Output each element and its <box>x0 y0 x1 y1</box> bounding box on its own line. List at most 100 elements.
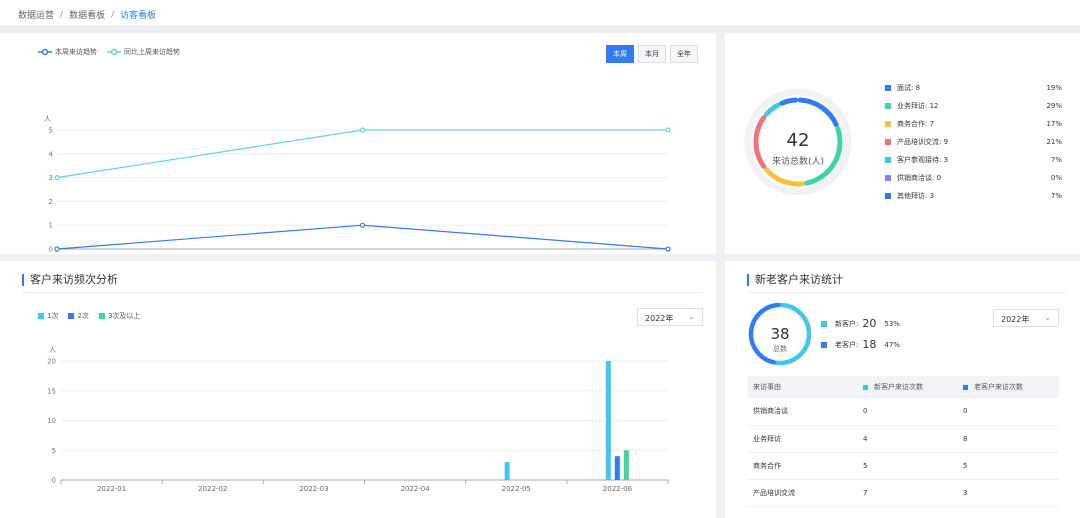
column-header-reason: 来访事由 <box>747 376 857 398</box>
y-tick-label: 0 <box>49 246 53 254</box>
legend-swatch <box>821 341 827 348</box>
table-cell: 业务拜访 <box>747 425 857 453</box>
visit-reason-pct: 19% <box>1046 84 1062 92</box>
legend-item-previous-week[interactable]: 同比上周来访趋势 <box>107 47 180 57</box>
data-point[interactable] <box>665 127 671 133</box>
frequency-title: 客户来访频次分析 <box>22 274 118 286</box>
legend-item-three-plus[interactable]: 3次及以上 <box>98 311 141 321</box>
legend-item-twice[interactable]: 2次 <box>68 311 89 321</box>
y-tick-label: 2 <box>49 198 53 206</box>
data-point[interactable] <box>665 246 671 252</box>
bar[interactable] <box>605 361 611 480</box>
legend-swatch <box>963 384 968 390</box>
breadcrumb-separator: / <box>60 9 64 20</box>
year-select-value: 2022年 <box>1001 315 1030 324</box>
data-point[interactable] <box>359 127 366 133</box>
tab-this-week[interactable]: 本周 <box>606 45 634 63</box>
table-cell: 0 <box>957 398 1059 426</box>
new-old-total-value: 38 <box>770 325 790 343</box>
table-cell: 8 <box>957 425 1059 453</box>
breadcrumb-item-data-ops[interactable]: 数据运营 <box>18 11 55 21</box>
legend-swatch <box>863 384 868 390</box>
donut-slice[interactable] <box>779 97 799 106</box>
donut-slice[interactable] <box>753 115 767 169</box>
old-customer-pct: 47% <box>884 340 900 349</box>
breadcrumb-item-visitor-board: 访客看板 <box>120 11 157 21</box>
donut-slice[interactable] <box>764 167 805 187</box>
bar[interactable] <box>504 462 510 480</box>
x-tick-label: 2022-06 <box>603 485 633 493</box>
top-bar: 数据运营 / 数据看板 / 访客看板 <box>0 0 1080 27</box>
legend-swatch <box>885 139 891 145</box>
breadcrumb-separator: / <box>111 9 115 20</box>
visit-reason-label: 商务合作: 7 <box>897 120 935 128</box>
year-select[interactable]: 2022年 ⌄ <box>993 309 1059 327</box>
table-cell: 3 <box>957 479 1059 507</box>
x-tick-label: 2022-02 <box>198 485 227 493</box>
table-cell: 7 <box>857 479 957 507</box>
y-tick-label: 3 <box>49 174 53 182</box>
y-tick-label: 4 <box>49 150 54 158</box>
legend-line-icon <box>107 48 121 56</box>
tab-full-year[interactable]: 全年 <box>670 45 698 63</box>
visit-reason-pct: 17% <box>1046 120 1062 128</box>
legend-label: 3次及以上 <box>107 312 141 320</box>
table-cell: 5 <box>857 452 957 480</box>
breadcrumb-item-dashboard[interactable]: 数据看板 <box>69 11 106 21</box>
table-cell: 0 <box>857 398 957 426</box>
data-point[interactable] <box>54 175 60 181</box>
visit-reason-item[interactable]: 面试: 8 19% <box>885 82 1062 94</box>
visitor-total-panel: 42 来访总数(人) 面试: 8 19% 业务拜访: 12 29% 商务合作: 7 17%… <box>725 33 1080 254</box>
visit-trend-panel: 本周来访趋势 同比上周来访趋势 本周 本月 全年 人012345周一周二周三 <box>0 33 716 254</box>
visit-reason-item[interactable]: 产品培训交流: 9 21% <box>885 136 1062 148</box>
table-cell: 4 <box>857 425 957 453</box>
donut-slice[interactable] <box>764 102 781 117</box>
donut-slice[interactable] <box>797 97 839 128</box>
visit-reason-pct: 7% <box>1050 192 1062 200</box>
data-point[interactable] <box>54 246 60 252</box>
visit-reason-item[interactable]: 商务合作: 7 17% <box>885 118 1062 130</box>
legend-swatch <box>885 103 891 109</box>
legend-item-current-week[interactable]: 本周来访趋势 <box>38 47 97 57</box>
visit-reason-item[interactable]: 供销商洽谈: 0 0% <box>885 172 1062 184</box>
visit-reason-item[interactable]: 其他拜访: 3 7% <box>885 190 1062 202</box>
y-tick-label: 1 <box>49 222 53 230</box>
visit-trend-legend: 本周来访趋势 同比上周来访趋势 <box>38 47 180 57</box>
visit-reason-label: 产品培训交流: 9 <box>897 138 949 146</box>
tab-this-month[interactable]: 本月 <box>638 45 666 63</box>
y-tick-label: 10 <box>47 417 56 425</box>
visitor-total-value: 42 <box>786 130 810 151</box>
table-cell: 5 <box>957 452 1059 480</box>
visit-trend-chart: 人012345周一周二周三 <box>44 115 671 254</box>
table-row: 业务拜访 4 8 <box>747 425 1059 453</box>
bar[interactable] <box>623 450 629 480</box>
visit-reason-label: 客户参观接待: 3 <box>897 156 949 164</box>
frequency-panel: 客户来访频次分析 1次 2次 3次及以上 2022年 ⌄ 人 0 5 10 15 20 20… <box>0 261 716 518</box>
year-select[interactable]: 2022年 ⌄ <box>637 308 703 326</box>
legend-item-once[interactable]: 1次 <box>38 311 58 321</box>
donut-slice[interactable] <box>748 302 781 365</box>
title-divider <box>747 292 1066 293</box>
legend-label: 本周来访趋势 <box>55 48 97 56</box>
bar[interactable] <box>614 456 620 480</box>
visit-reason-item[interactable]: 业务拜访: 12 29% <box>885 100 1062 112</box>
donut-slice[interactable] <box>803 126 843 186</box>
visit-reason-pct: 21% <box>1046 138 1062 146</box>
column-header-label: 新客户来访次数 <box>874 383 923 391</box>
legend-swatch <box>821 320 827 327</box>
x-tick-label: 2022-04 <box>400 485 430 493</box>
visit-reason-pct: 29% <box>1046 102 1062 110</box>
column-header-old: 老客户来访次数 <box>957 376 1059 398</box>
column-header-label: 老客户来访次数 <box>974 383 1023 391</box>
x-tick-label: 2022-03 <box>299 485 328 493</box>
table-row: 产品培训交流 7 3 <box>747 479 1059 507</box>
donut-slice[interactable] <box>774 302 812 366</box>
legend-swatch <box>885 193 891 199</box>
visit-reason-item[interactable]: 客户参观接待: 3 7% <box>885 154 1062 166</box>
old-customer-value: 18 <box>862 338 877 351</box>
title-divider <box>22 292 702 293</box>
data-point[interactable] <box>359 222 366 228</box>
visit-reason-table: 来访事由 新客户来访次数 老客户来访次数 供销商洽谈 0 0 业务拜访 4 8 … <box>747 376 1059 507</box>
y-tick-label: 5 <box>52 447 56 455</box>
visitor-total-label: 来访总数(人) <box>771 157 825 167</box>
